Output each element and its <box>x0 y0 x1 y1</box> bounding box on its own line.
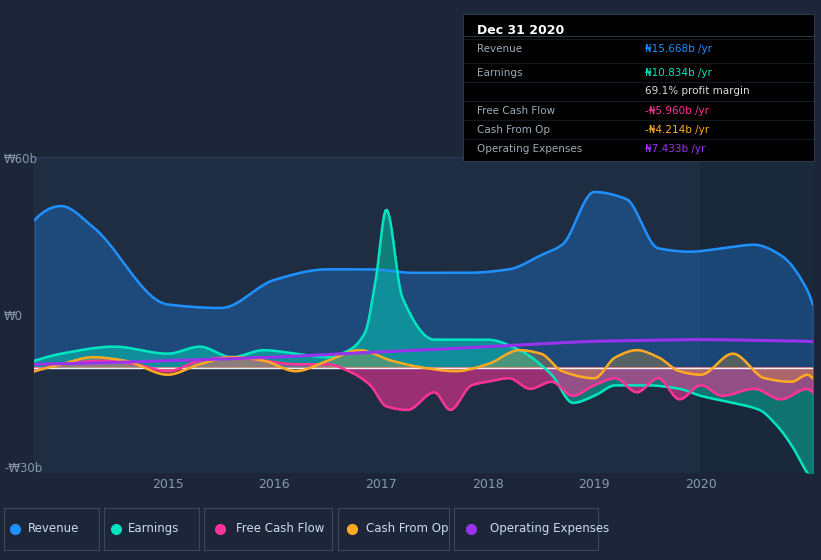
Text: Revenue: Revenue <box>28 522 79 535</box>
Text: 69.1% profit margin: 69.1% profit margin <box>645 86 750 96</box>
Text: ₦15.668b /yr: ₦15.668b /yr <box>645 44 713 54</box>
Text: Cash From Op: Cash From Op <box>477 125 550 136</box>
Text: Revenue: Revenue <box>477 44 522 54</box>
Text: ₦7.433b /yr: ₦7.433b /yr <box>645 144 706 155</box>
Text: Cash From Op: Cash From Op <box>366 522 448 535</box>
Text: Operating Expenses: Operating Expenses <box>477 144 582 155</box>
Text: Earnings: Earnings <box>477 68 523 78</box>
Text: ₦10.834b /yr: ₦10.834b /yr <box>645 68 712 78</box>
Text: -₩30b: -₩30b <box>4 462 43 475</box>
Text: ₩0: ₩0 <box>4 310 23 323</box>
Text: ₩60b: ₩60b <box>4 153 38 166</box>
Text: Operating Expenses: Operating Expenses <box>490 522 609 535</box>
Text: Free Cash Flow: Free Cash Flow <box>477 106 555 116</box>
Text: -₦5.960b /yr: -₦5.960b /yr <box>645 106 709 116</box>
Text: -₦4.214b /yr: -₦4.214b /yr <box>645 125 709 136</box>
Text: Free Cash Flow: Free Cash Flow <box>236 522 324 535</box>
Bar <box>701 157 818 473</box>
Text: Earnings: Earnings <box>128 522 179 535</box>
Text: Dec 31 2020: Dec 31 2020 <box>477 24 564 38</box>
